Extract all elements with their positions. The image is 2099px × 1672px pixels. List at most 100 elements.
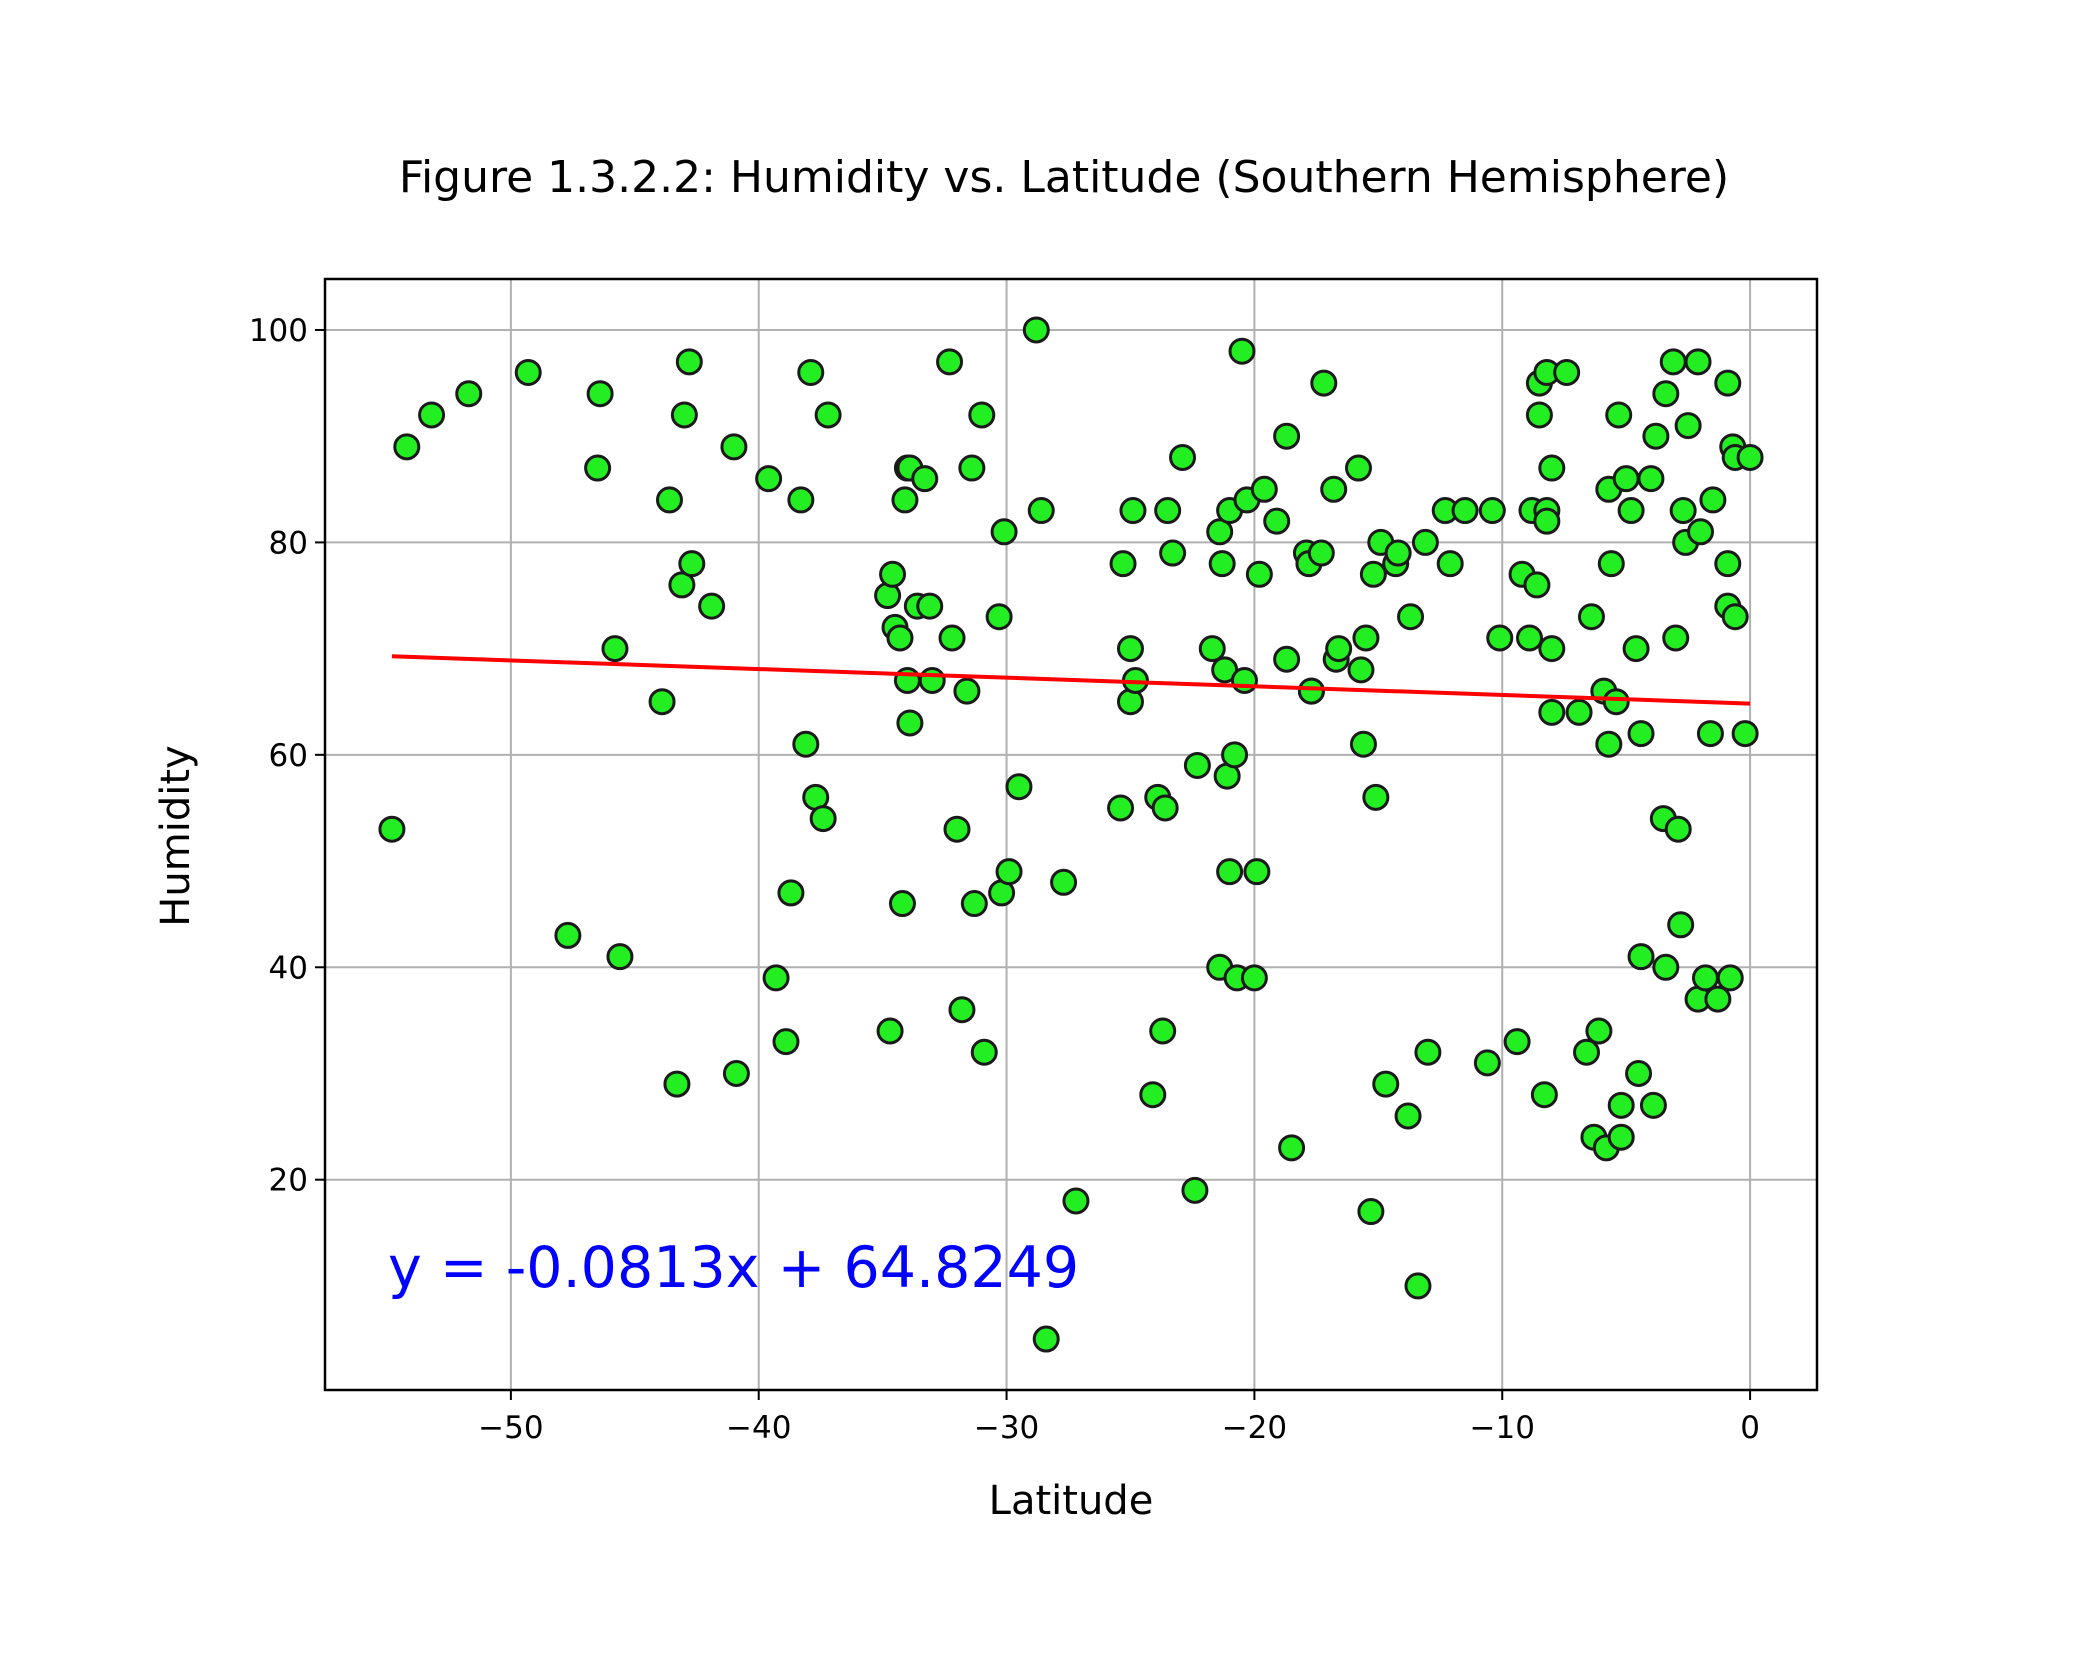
- data-point: [1397, 603, 1425, 631]
- data-point: [1607, 1123, 1635, 1151]
- data-point: [393, 433, 421, 461]
- data-point: [1109, 550, 1137, 578]
- data-point: [1347, 656, 1375, 684]
- data-point: [911, 465, 939, 493]
- data-point: [586, 380, 614, 408]
- data-point: [1538, 698, 1566, 726]
- data-point: [879, 560, 907, 588]
- regression-line: [391, 654, 1751, 706]
- data-point: [1230, 666, 1258, 694]
- data-point: [1716, 964, 1744, 992]
- data-point: [1605, 401, 1633, 429]
- data-point: [1216, 858, 1244, 886]
- data-point: [601, 635, 629, 663]
- data-point: [514, 358, 542, 386]
- data-point: [584, 454, 612, 482]
- data-point: [1696, 720, 1724, 748]
- y-axis-ticks: 20 40 60 80 100: [249, 313, 325, 1199]
- data-point: [1664, 815, 1692, 843]
- data-point: [1699, 486, 1727, 514]
- data-point: [1181, 1176, 1209, 1204]
- data-point: [755, 465, 783, 493]
- data-point: [1538, 454, 1566, 482]
- data-point: [1154, 497, 1182, 525]
- data-point: [985, 603, 1013, 631]
- data-point: [1538, 635, 1566, 663]
- x-axis-label: Latitude: [989, 1478, 1154, 1524]
- data-point: [938, 624, 966, 652]
- data-point: [1032, 1325, 1060, 1353]
- data-point: [1617, 497, 1645, 525]
- y-tick-label: 60: [269, 738, 308, 774]
- data-point: [1394, 1102, 1422, 1130]
- data-point: [1278, 1134, 1306, 1162]
- y-tick-label: 40: [269, 950, 308, 986]
- data-point: [1263, 507, 1291, 535]
- data-point: [1297, 677, 1325, 705]
- data-point: [1050, 868, 1078, 896]
- data-point: [792, 730, 820, 758]
- data-point: [1652, 380, 1680, 408]
- y-axis-label: Humidity: [153, 745, 199, 926]
- data-point: [418, 401, 446, 429]
- data-point: [1731, 720, 1759, 748]
- data-point: [953, 677, 981, 705]
- data-point: [916, 592, 944, 620]
- data-point: [1642, 422, 1670, 450]
- data-point: [1684, 348, 1712, 376]
- data-point: [1159, 539, 1187, 567]
- data-point: [1362, 783, 1390, 811]
- data-point: [970, 1038, 998, 1066]
- x-tick-label: −10: [1470, 1410, 1535, 1446]
- data-point: [960, 890, 988, 918]
- data-point: [1206, 518, 1234, 546]
- data-point: [1622, 635, 1650, 663]
- data-point: [1503, 1028, 1531, 1056]
- data-point: [1198, 635, 1226, 663]
- data-point: [670, 401, 698, 429]
- data-point: [1404, 1272, 1432, 1300]
- chart-title: Figure 1.3.2.2: Humidity vs. Latitude (S…: [399, 152, 1729, 203]
- data-point: [1525, 401, 1553, 429]
- data-point: [1473, 1049, 1501, 1077]
- data-point: [1352, 624, 1380, 652]
- data-point: [1005, 773, 1033, 801]
- data-point: [1553, 358, 1581, 386]
- data-point: [1243, 858, 1271, 886]
- data-point: [1240, 964, 1268, 992]
- data-point: [1523, 571, 1551, 599]
- data-point: [1597, 550, 1625, 578]
- data-point: [762, 964, 790, 992]
- data-point: [1704, 985, 1732, 1013]
- data-point: [1221, 741, 1249, 769]
- data-point: [1595, 730, 1623, 758]
- data-point: [995, 858, 1023, 886]
- data-point: [655, 486, 683, 514]
- data-point: [1637, 465, 1665, 493]
- data-point: [1228, 337, 1256, 365]
- x-tick-label: −40: [726, 1410, 791, 1446]
- data-point: [1357, 1198, 1385, 1226]
- data-point: [1107, 794, 1135, 822]
- data-point: [720, 433, 748, 461]
- data-point: [1659, 348, 1687, 376]
- data-point: [1627, 720, 1655, 748]
- data-point: [1320, 475, 1348, 503]
- data-point: [1451, 497, 1479, 525]
- data-point: [777, 879, 805, 907]
- data-point: [1119, 497, 1147, 525]
- data-point: [678, 550, 706, 578]
- data-point: [1486, 624, 1514, 652]
- data-point: [1652, 953, 1680, 981]
- data-point: [891, 486, 919, 514]
- data-point: [1250, 475, 1278, 503]
- data-point: [1349, 730, 1377, 758]
- data-point: [1359, 560, 1387, 588]
- data-point: [1662, 624, 1690, 652]
- data-point: [1116, 635, 1144, 663]
- data-point: [1372, 1070, 1400, 1098]
- data-point: [668, 571, 696, 599]
- data-point: [1585, 1017, 1613, 1045]
- data-point: [663, 1070, 691, 1098]
